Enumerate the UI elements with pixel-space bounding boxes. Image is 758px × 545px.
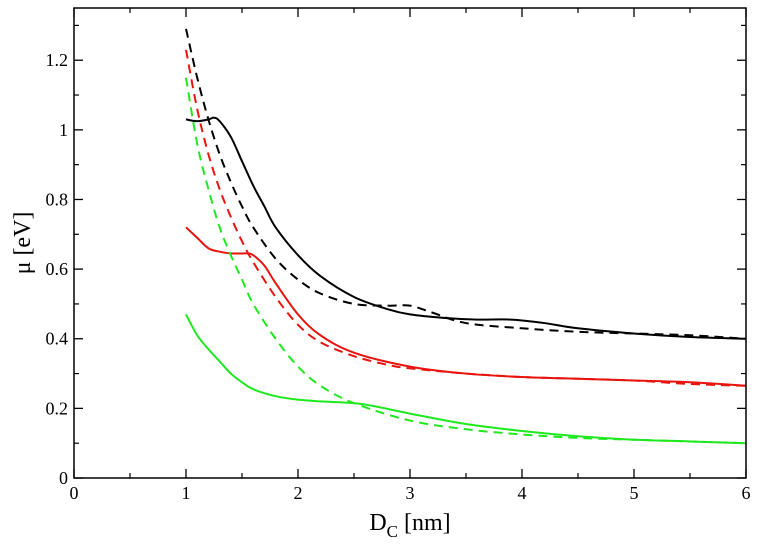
x-tick-label: 1 xyxy=(182,483,191,503)
x-axis-label-unit: [nm] xyxy=(398,510,451,536)
x-tick-label: 4 xyxy=(518,483,527,503)
series-line-red-dashed xyxy=(185,49,747,387)
x-tick-label: 5 xyxy=(630,483,639,503)
series-line-black-dashed xyxy=(185,28,747,340)
x-tick-label: 6 xyxy=(742,483,751,503)
y-tick-label: 0.6 xyxy=(46,259,69,279)
series-group xyxy=(185,28,747,445)
series-line-black-solid xyxy=(185,116,747,340)
x-axis-label-subscript: C xyxy=(387,522,398,541)
x-axis-label-main: D xyxy=(369,510,386,536)
series-line-green-dashed xyxy=(185,77,747,445)
series-line-red-solid xyxy=(185,226,747,387)
series-line-green-solid xyxy=(185,313,747,445)
x-axis-label: DC [nm] xyxy=(369,510,450,541)
y-tick-label: 1 xyxy=(59,120,68,140)
y-axis-label: μ [eV] xyxy=(10,212,36,275)
y-tick-label: 0.2 xyxy=(46,398,69,418)
y-tick-label: 0 xyxy=(59,468,68,488)
y-tick-label: 0.8 xyxy=(46,189,69,209)
x-tick-label: 0 xyxy=(70,483,79,503)
y-tick-label: 1.2 xyxy=(46,50,69,70)
x-tick-label: 2 xyxy=(294,483,303,503)
y-tick-label: 0.4 xyxy=(46,329,69,349)
axes: 0 1 2 3 4 5 6 0 0.2 0.4 0.6 0.8 1 1.2 xyxy=(46,8,751,503)
x-tick-label: 3 xyxy=(406,483,415,503)
plot-frame xyxy=(73,7,747,479)
